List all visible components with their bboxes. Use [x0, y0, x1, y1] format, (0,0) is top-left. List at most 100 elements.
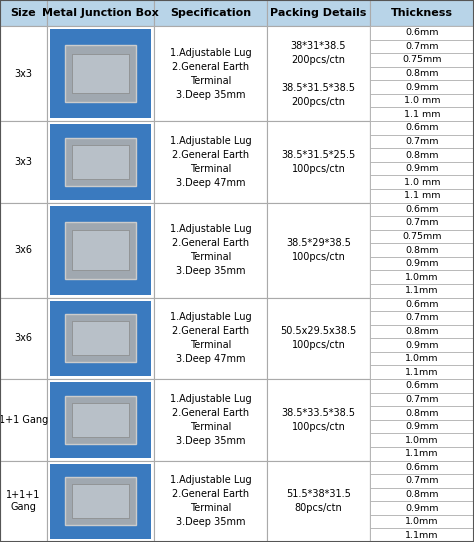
Bar	[65, 45, 136, 102]
Text: 1.0 mm: 1.0 mm	[404, 96, 440, 105]
Bar	[370, 461, 474, 542]
Bar	[370, 243, 474, 257]
Bar	[370, 392, 474, 406]
Text: Thickness: Thickness	[391, 8, 453, 18]
Bar	[370, 94, 474, 107]
Bar	[0, 461, 47, 542]
Text: 1.1 mm: 1.1 mm	[404, 191, 440, 200]
Bar	[72, 321, 129, 355]
Bar	[0, 0, 47, 26]
Bar	[370, 53, 474, 67]
Text: 1.Adjustable Lug
2.General Earth
Terminal
3.Deep 35mm: 1.Adjustable Lug 2.General Earth Termina…	[170, 224, 251, 276]
Text: 0.6mm: 0.6mm	[405, 300, 439, 309]
Text: Metal Junction Box: Metal Junction Box	[42, 8, 159, 18]
Text: 0.9mm: 0.9mm	[405, 422, 439, 431]
Text: 38*31*38.5
200pcs/ctn

38.5*31.5*38.5
200pcs/ctn: 38*31*38.5 200pcs/ctn 38.5*31.5*38.5 200…	[282, 41, 356, 107]
Bar	[50, 463, 151, 539]
Text: 3x3: 3x3	[15, 157, 33, 167]
Bar	[370, 270, 474, 284]
Text: 0.7mm: 0.7mm	[405, 137, 439, 146]
Text: 0.9mm: 0.9mm	[405, 164, 439, 173]
Bar	[0, 121, 47, 203]
Bar	[370, 379, 474, 392]
Text: 1+1 Gang: 1+1 Gang	[0, 415, 48, 425]
Text: 0.8mm: 0.8mm	[405, 490, 439, 499]
Bar	[72, 145, 129, 179]
Text: 0.75mm: 0.75mm	[402, 55, 442, 64]
Bar	[370, 501, 474, 515]
Text: Packing Details: Packing Details	[270, 8, 367, 18]
Text: 0.7mm: 0.7mm	[405, 395, 439, 404]
Bar	[370, 134, 474, 148]
Bar	[370, 203, 474, 298]
Text: 1.1 mm: 1.1 mm	[404, 110, 440, 119]
Bar	[370, 40, 474, 53]
Bar	[370, 298, 474, 379]
Bar	[50, 205, 151, 295]
Bar	[370, 189, 474, 203]
Bar	[370, 121, 474, 134]
Text: 1.Adjustable Lug
2.General Earth
Terminal
3.Deep 47mm: 1.Adjustable Lug 2.General Earth Termina…	[170, 312, 251, 364]
Bar	[47, 0, 154, 26]
Bar	[370, 26, 474, 40]
Text: 0.7mm: 0.7mm	[405, 218, 439, 228]
Bar	[370, 474, 474, 488]
Bar	[0, 298, 47, 379]
Text: 0.6mm: 0.6mm	[405, 28, 439, 37]
Bar	[0, 203, 47, 298]
Text: Size: Size	[11, 8, 36, 18]
Bar	[0, 26, 47, 121]
Bar	[154, 26, 267, 121]
Bar	[370, 352, 474, 365]
Bar	[370, 80, 474, 94]
Bar	[370, 216, 474, 230]
Text: 51.5*38*31.5
80pcs/ctn: 51.5*38*31.5 80pcs/ctn	[286, 489, 351, 513]
Bar	[370, 447, 474, 461]
Bar	[267, 0, 370, 26]
Bar	[267, 461, 370, 542]
Text: 0.75mm: 0.75mm	[402, 232, 442, 241]
Bar	[370, 298, 474, 311]
Text: 1.1mm: 1.1mm	[405, 368, 439, 377]
Text: 0.9mm: 0.9mm	[405, 504, 439, 513]
Text: 0.8mm: 0.8mm	[405, 69, 439, 78]
Bar	[370, 176, 474, 189]
Bar	[47, 461, 154, 542]
Bar	[267, 121, 370, 203]
Bar	[72, 485, 129, 518]
Bar	[50, 382, 151, 457]
Bar	[267, 26, 370, 121]
Text: 0.8mm: 0.8mm	[405, 327, 439, 336]
Text: 38.5*29*38.5
100pcs/ctn: 38.5*29*38.5 100pcs/ctn	[286, 238, 351, 262]
Text: 0.6mm: 0.6mm	[405, 382, 439, 390]
Bar	[370, 488, 474, 501]
Bar	[370, 121, 474, 203]
Bar	[65, 477, 136, 525]
Bar	[50, 301, 151, 376]
Text: 0.8mm: 0.8mm	[405, 151, 439, 159]
Bar	[154, 379, 267, 461]
Bar	[154, 0, 267, 26]
Bar	[267, 203, 370, 298]
Bar	[154, 298, 267, 379]
Bar	[370, 203, 474, 216]
Text: 1.0mm: 1.0mm	[405, 273, 439, 282]
Text: 0.7mm: 0.7mm	[405, 313, 439, 322]
Text: 0.8mm: 0.8mm	[405, 409, 439, 417]
Bar	[370, 434, 474, 447]
Text: 1.Adjustable Lug
2.General Earth
Terminal
3.Deep 35mm: 1.Adjustable Lug 2.General Earth Termina…	[170, 394, 251, 446]
Bar	[370, 365, 474, 379]
Text: 38.5*33.5*38.5
100pcs/ctn: 38.5*33.5*38.5 100pcs/ctn	[282, 408, 356, 432]
Bar	[370, 162, 474, 176]
Bar	[154, 461, 267, 542]
Bar	[370, 379, 474, 461]
Bar	[154, 121, 267, 203]
Bar	[370, 420, 474, 434]
Bar	[47, 298, 154, 379]
Text: 0.9mm: 0.9mm	[405, 82, 439, 92]
Bar	[370, 528, 474, 542]
Bar	[370, 230, 474, 243]
Bar	[65, 396, 136, 444]
Text: 1.1mm: 1.1mm	[405, 449, 439, 458]
Text: 1.0 mm: 1.0 mm	[404, 178, 440, 186]
